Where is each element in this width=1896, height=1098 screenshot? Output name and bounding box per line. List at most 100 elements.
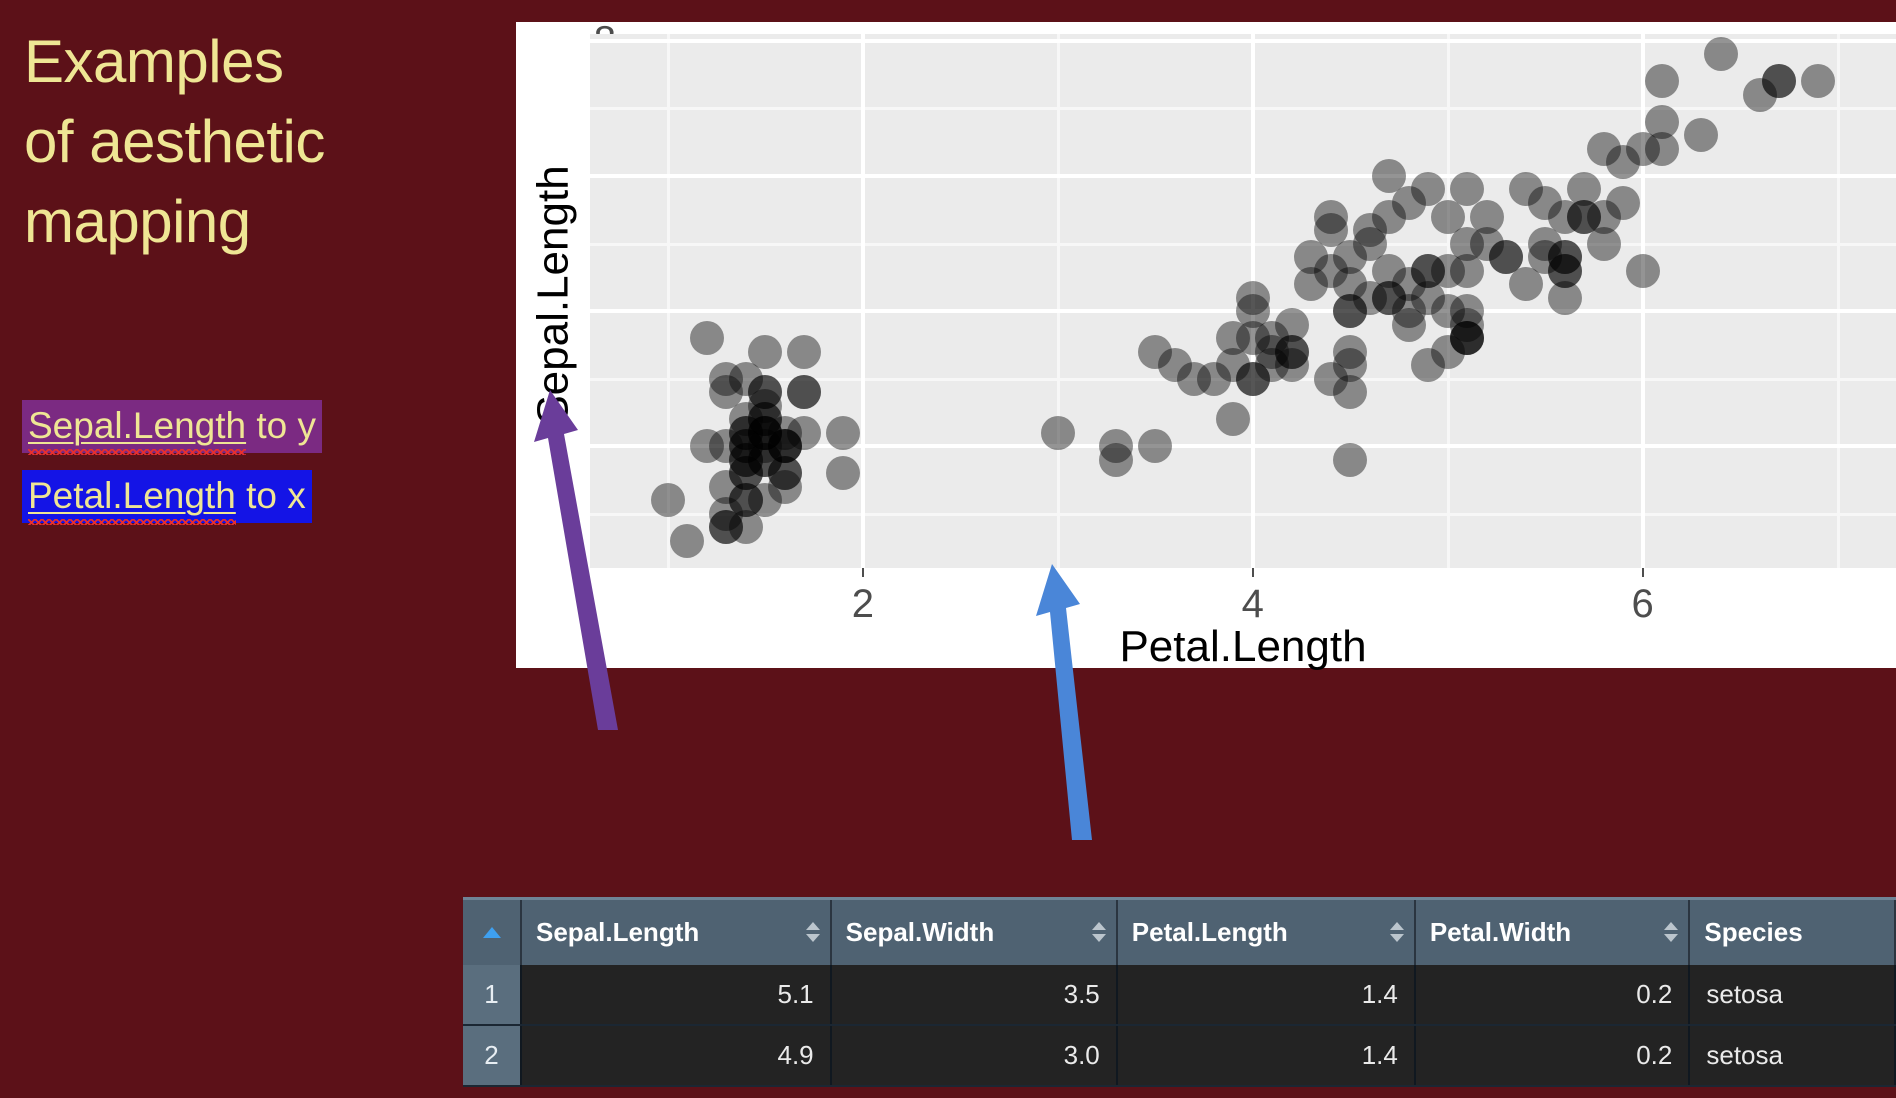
data-point (1411, 280, 1446, 315)
sort-arrows-icon[interactable] (1091, 922, 1106, 943)
data-point (1528, 226, 1563, 261)
data-point (728, 415, 763, 450)
data-point (1606, 185, 1641, 220)
column-header-row-index[interactable] (463, 897, 522, 965)
gridline-major-horizontal (590, 38, 1896, 43)
data-point (728, 442, 763, 477)
data-point (1313, 213, 1348, 248)
gridline-minor-vertical (1836, 34, 1840, 568)
table-row[interactable]: 1 5.1 3.5 1.4 0.2 setosa (463, 964, 1896, 1026)
data-point (1333, 294, 1368, 329)
data-point (709, 429, 744, 464)
column-header-label: Species (1704, 916, 1803, 947)
data-point (767, 429, 802, 464)
column-header-species[interactable]: Species (1689, 897, 1896, 965)
data-point (1255, 348, 1290, 383)
column-header-petal-width[interactable]: Petal.Width (1414, 897, 1691, 965)
cell-sepal-length: 4.9 (521, 1024, 832, 1087)
data-point (1528, 185, 1563, 220)
data-point (1352, 226, 1387, 261)
data-point (1801, 64, 1836, 99)
data-point (1177, 361, 1212, 396)
data-point (1216, 348, 1251, 383)
data-point (1547, 253, 1582, 288)
data-point (1508, 267, 1543, 302)
x-axis-tick-mark (1251, 568, 1254, 577)
column-header-label: Petal.Length (1131, 916, 1288, 947)
data-point (1352, 213, 1387, 248)
sort-arrows-icon[interactable] (1664, 922, 1679, 943)
data-point (1703, 37, 1738, 72)
data-point (1430, 199, 1465, 234)
column-header-petal-length[interactable]: Petal.Length (1116, 897, 1416, 965)
data-point (1255, 321, 1290, 356)
data-point (748, 442, 783, 477)
data-point (1235, 361, 1270, 396)
data-point (767, 429, 802, 464)
data-point (1040, 415, 1075, 450)
data-point (1469, 199, 1504, 234)
data-point (1391, 185, 1426, 220)
data-point (1430, 253, 1465, 288)
data-point (1450, 294, 1485, 329)
data-point (1235, 321, 1270, 356)
data-point (728, 456, 763, 491)
data-point (1625, 131, 1660, 166)
cell-petal-width: 0.2 (1414, 964, 1691, 1026)
gridline-major-vertical (1250, 34, 1255, 568)
data-point (709, 496, 744, 531)
highlight-rest-to-y: to y (246, 405, 317, 446)
cell-row-index: 2 (463, 1024, 522, 1087)
data-point (748, 442, 783, 477)
data-point (1508, 172, 1543, 207)
sort-arrows-icon[interactable] (805, 922, 820, 943)
cell-sepal-length: 5.1 (521, 964, 832, 1026)
iris-data-table[interactable]: Sepal.Length Sepal.Width Petal.Length Pe… (463, 897, 1896, 1087)
data-point (1196, 361, 1231, 396)
column-header-sepal-length[interactable]: Sepal.Length (521, 897, 832, 965)
cell-sepal-width: 3.5 (830, 964, 1118, 1026)
cell-petal-width: 0.2 (1414, 1024, 1691, 1087)
data-point (1391, 267, 1426, 302)
data-point (1567, 199, 1602, 234)
data-point (748, 429, 783, 464)
data-point (767, 456, 802, 491)
data-point (1313, 361, 1348, 396)
data-point (1762, 64, 1797, 99)
sort-arrows-icon[interactable] (1389, 922, 1404, 943)
data-point (709, 469, 744, 504)
x-axis-tick-label: 4 (1241, 582, 1264, 626)
data-point (1450, 321, 1485, 356)
data-point (1411, 348, 1446, 383)
data-point (787, 375, 822, 410)
data-point (787, 375, 822, 410)
data-point (1450, 226, 1485, 261)
data-point (689, 429, 724, 464)
scatter-plot-card: Sepal.Length 5678 246 Petal.Length (516, 18, 1896, 671)
data-point (1547, 240, 1582, 275)
data-point (1645, 131, 1680, 166)
column-header-sepal-width[interactable]: Sepal.Width (830, 897, 1118, 965)
gridline-major-vertical (860, 34, 865, 568)
data-point (728, 510, 763, 545)
gridline-minor-vertical (1056, 34, 1060, 568)
data-point (1469, 226, 1504, 261)
column-header-label: Petal.Width (1429, 916, 1572, 947)
data-point (1352, 280, 1387, 315)
table-row[interactable]: 2 4.9 3.0 1.4 0.2 setosa (463, 1024, 1896, 1087)
data-point (1411, 253, 1446, 288)
data-point (767, 456, 802, 491)
x-axis-tick-labels: 2 4 6 (590, 568, 1896, 626)
table-header-row: Sepal.Length Sepal.Width Petal.Length Pe… (463, 897, 1896, 965)
data-point (1547, 253, 1582, 288)
data-point (728, 429, 763, 464)
highlight-term-petal-length: Petal.Length (28, 475, 236, 516)
data-point (1391, 307, 1426, 342)
data-point (1742, 77, 1777, 112)
gridline-minor-horizontal (590, 512, 1896, 516)
data-point (728, 442, 763, 477)
data-point (1372, 280, 1407, 315)
gridline-minor-vertical (1446, 34, 1450, 568)
data-point (1586, 131, 1621, 166)
gridline-major-horizontal (590, 444, 1896, 449)
